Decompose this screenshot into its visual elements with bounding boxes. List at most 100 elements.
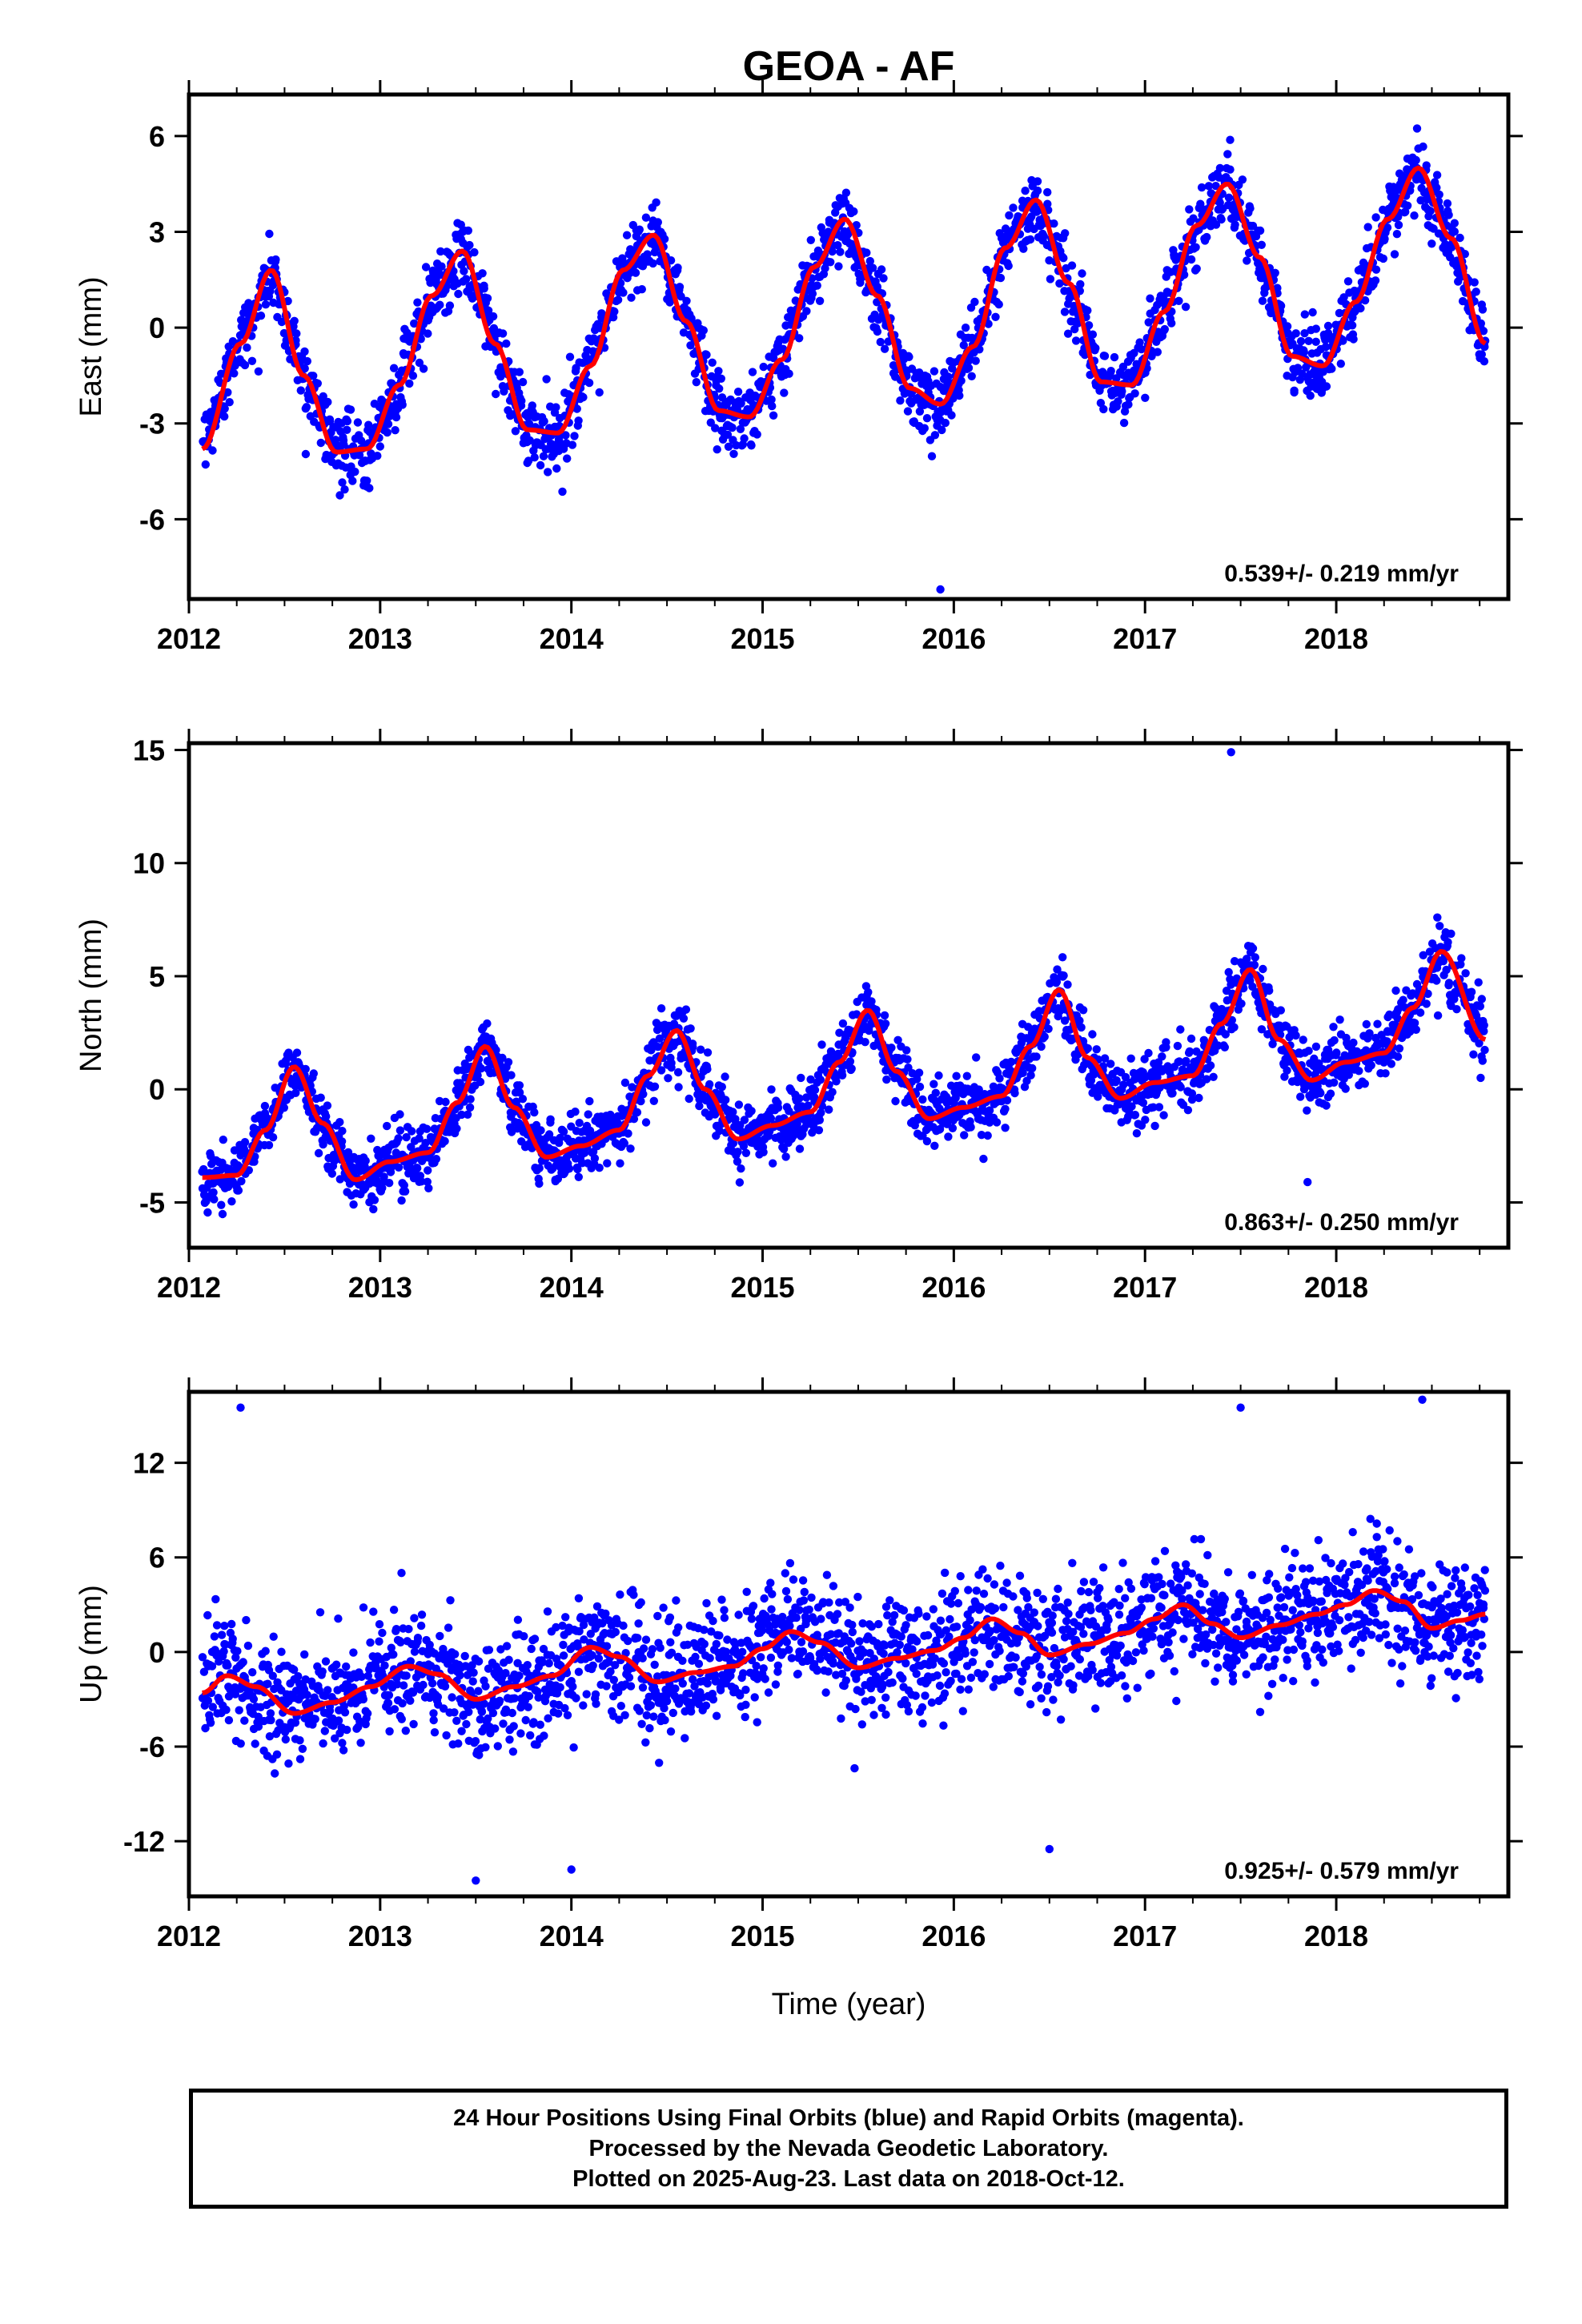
data-point: [1026, 1071, 1035, 1080]
data-point: [1153, 348, 1162, 356]
data-point: [335, 1175, 344, 1184]
x-tick-label: 2014: [540, 622, 604, 655]
data-point: [915, 1082, 925, 1092]
points-up: [198, 1395, 1490, 1885]
data-point: [1168, 1089, 1177, 1098]
data-point: [790, 1130, 799, 1139]
data-point: [425, 1640, 434, 1650]
data-point: [955, 391, 964, 400]
data-point: [301, 1064, 310, 1074]
data-point: [1060, 308, 1070, 316]
data-point: [861, 1038, 869, 1047]
data-point: [407, 1143, 416, 1152]
data-point: [323, 1686, 332, 1695]
data-point: [1422, 999, 1431, 1008]
data-point: [1387, 1059, 1396, 1068]
data-point: [996, 273, 1006, 283]
data-point: [240, 360, 250, 370]
data-point: [1470, 278, 1479, 287]
data-point: [265, 1732, 275, 1741]
data-point: [263, 1679, 272, 1688]
data-point: [967, 372, 976, 380]
data-point: [779, 1144, 789, 1154]
data-point: [1299, 348, 1309, 356]
data-point: [462, 275, 471, 283]
data-point: [1112, 1076, 1121, 1085]
data-point: [1091, 344, 1100, 352]
data-point: [847, 1064, 856, 1073]
data-point: [1335, 308, 1344, 318]
data-point: [1183, 1106, 1193, 1115]
data-point: [237, 1176, 246, 1186]
data-point: [256, 312, 266, 320]
data-point: [1110, 352, 1119, 362]
chart-panel-north: 2012 2013 2014 2015 2016 2017 2018151050-5Nort…: [74, 729, 1523, 1304]
data-point: [198, 1653, 207, 1662]
data-point: [209, 1188, 218, 1197]
plot-frame-north: [187, 741, 1511, 1250]
data-point: [1447, 929, 1456, 939]
data-point: [201, 460, 210, 469]
data-point: [1237, 999, 1246, 1008]
data-point: [914, 1068, 924, 1077]
data-point: [1257, 240, 1267, 249]
data-point: [1258, 296, 1267, 305]
data-point: [1001, 1124, 1010, 1132]
data-point: [540, 416, 548, 426]
data-point: [1114, 397, 1122, 406]
data-point: [396, 1638, 405, 1647]
data-point: [390, 1705, 400, 1714]
data-point: [1130, 389, 1139, 398]
data-point: [1296, 336, 1306, 346]
data-point: [318, 1667, 327, 1676]
data-point: [1127, 1102, 1136, 1111]
data-point: [673, 1068, 683, 1077]
data-point: [1423, 989, 1432, 999]
data-point: [753, 430, 761, 439]
data-point: [429, 1715, 438, 1725]
data-point: [338, 1739, 347, 1747]
data-point: [323, 1101, 332, 1110]
data-point: [733, 1148, 742, 1156]
data-point: [773, 1104, 783, 1112]
data-point: [1209, 1072, 1218, 1082]
data-point: [203, 1696, 213, 1705]
data-point: [219, 1647, 228, 1656]
data-point: [1477, 350, 1487, 359]
data-point: [1276, 301, 1286, 311]
data-point: [815, 296, 825, 305]
data-point: [571, 1108, 580, 1116]
data-point: [1176, 1083, 1185, 1092]
data-point: [1040, 1032, 1049, 1041]
data-point: [408, 372, 418, 380]
data-point: [930, 367, 939, 376]
data-point: [303, 356, 311, 366]
data-point: [340, 1708, 350, 1717]
data-point: [868, 263, 877, 272]
data-point: [335, 491, 344, 500]
data-point: [465, 1103, 475, 1112]
data-point: [1383, 223, 1392, 232]
data-point: [1192, 264, 1201, 273]
data-point: [1119, 418, 1129, 428]
data-point: [1026, 235, 1035, 244]
data-point: [290, 316, 299, 325]
data-point: [1167, 319, 1176, 328]
data-point: [570, 432, 579, 440]
data-point: [649, 1096, 658, 1106]
data-point: [1141, 1116, 1150, 1124]
data-point: [1363, 223, 1372, 231]
data-point: [296, 386, 305, 395]
data-point: [302, 403, 311, 412]
data-point: [319, 1739, 327, 1748]
data-point: [206, 1719, 215, 1727]
data-point: [682, 296, 691, 305]
data-point: [281, 1735, 290, 1744]
data-point: [389, 1650, 398, 1659]
data-point: [349, 1648, 358, 1657]
data-point: [410, 1614, 419, 1622]
data-point: [530, 453, 539, 462]
data-point: [1118, 387, 1126, 396]
data-point: [1061, 229, 1070, 238]
data-point: [903, 407, 913, 416]
